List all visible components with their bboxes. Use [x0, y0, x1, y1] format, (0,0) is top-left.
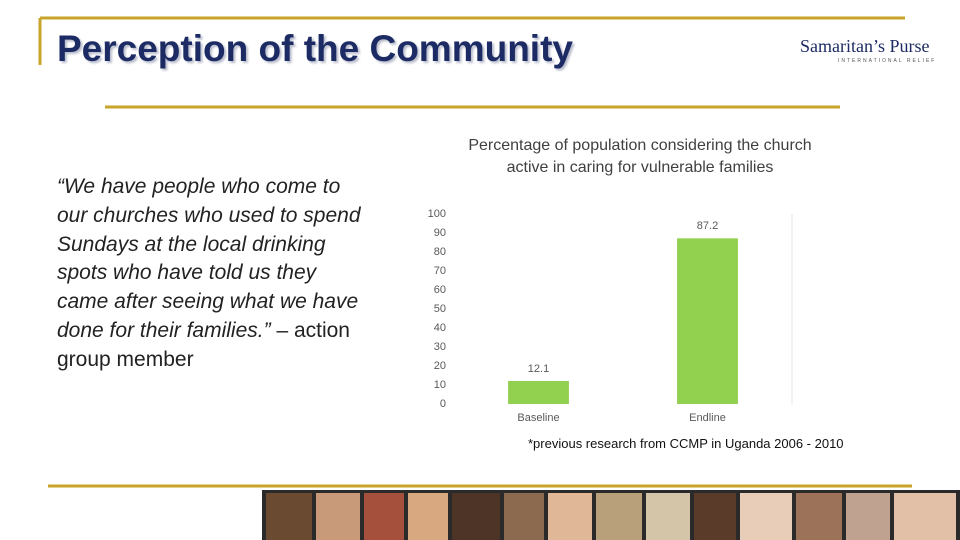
- footnote: *previous research from CCMP in Uganda 2…: [528, 436, 844, 451]
- slide-title: Perception of the Community: [57, 28, 573, 69]
- y-tick-label: 50: [434, 303, 446, 315]
- value-label: 12.1: [528, 363, 549, 375]
- y-tick-label: 40: [434, 322, 446, 334]
- bar: [677, 238, 738, 404]
- y-tick-label: 90: [434, 227, 446, 239]
- photo-strip: [262, 490, 960, 540]
- logo-name: Samaritan’s Purse: [800, 36, 930, 56]
- y-tick-label: 80: [434, 246, 446, 258]
- value-label: 87.2: [697, 220, 718, 232]
- x-tick-label: Baseline: [517, 412, 559, 424]
- y-tick-label: 30: [434, 341, 446, 353]
- bar: [508, 381, 569, 404]
- quote: “We have people who come to our churches…: [57, 173, 367, 375]
- y-tick-label: 100: [428, 208, 446, 220]
- logo-tagline: INTERNATIONAL RELIEF: [838, 58, 937, 64]
- y-tick-label: 60: [434, 284, 446, 296]
- y-tick-label: 0: [440, 398, 446, 410]
- chart-title: Percentage of population considering the…: [468, 137, 812, 176]
- logo: Samaritan’s Purse INTERNATIONAL RELIEF: [798, 22, 946, 70]
- y-tick-label: 70: [434, 265, 446, 277]
- x-tick-label: Endline: [689, 412, 726, 424]
- quote-text: “We have people who come to our churches…: [57, 175, 361, 342]
- y-tick-label: 20: [434, 360, 446, 372]
- y-tick-label: 10: [434, 379, 446, 391]
- attribution: – action group member: [57, 318, 350, 371]
